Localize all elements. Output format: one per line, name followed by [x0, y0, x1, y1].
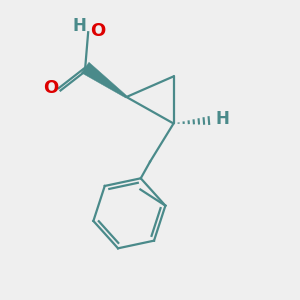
Polygon shape: [82, 62, 127, 98]
Text: H: H: [215, 110, 229, 128]
Text: H: H: [73, 17, 87, 35]
Text: O: O: [43, 79, 58, 97]
Text: O: O: [90, 22, 105, 40]
